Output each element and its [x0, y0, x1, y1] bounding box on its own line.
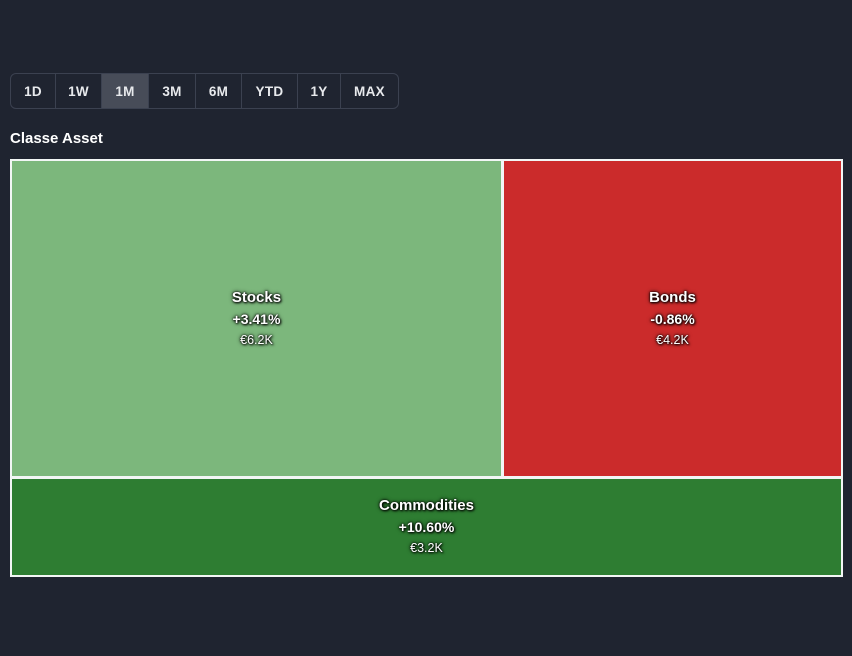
- section-title: Classe Asset: [10, 130, 103, 147]
- treemap-tile-bonds[interactable]: Bonds -0.86% €4.2K: [503, 161, 841, 476]
- tile-value: €3.2K: [410, 541, 443, 556]
- timeframe-button-1m[interactable]: 1M: [102, 74, 149, 108]
- timeframe-button-6m[interactable]: 6M: [196, 74, 242, 108]
- timeframe-selector: 1D 1W 1M 3M 6M YTD 1Y MAX: [10, 73, 399, 109]
- tile-change: +10.60%: [398, 519, 455, 536]
- timeframe-button-ytd[interactable]: YTD: [242, 74, 298, 108]
- timeframe-button-3m[interactable]: 3M: [149, 74, 196, 108]
- treemap-bottom-row: Commodities +10.60% €3.2K: [12, 478, 841, 575]
- tile-change: +3.41%: [232, 310, 281, 327]
- treemap-tile-commodities[interactable]: Commodities +10.60% €3.2K: [12, 478, 841, 575]
- timeframe-button-1y[interactable]: 1Y: [298, 74, 341, 108]
- tile-label: Commodities: [378, 497, 474, 515]
- timeframe-button-1d[interactable]: 1D: [11, 74, 56, 108]
- asset-class-treemap: Stocks +3.41% €6.2K Bonds -0.86% €4.2K C…: [10, 159, 843, 577]
- treemap-top-row: Stocks +3.41% €6.2K Bonds -0.86% €4.2K: [12, 161, 841, 476]
- tile-change: -0.86%: [650, 310, 695, 327]
- tile-label: Bonds: [649, 288, 696, 306]
- tile-value: €6.2K: [240, 332, 273, 347]
- timeframe-button-1w[interactable]: 1W: [56, 74, 102, 108]
- treemap-tile-stocks[interactable]: Stocks +3.41% €6.2K: [12, 161, 501, 476]
- timeframe-button-max[interactable]: MAX: [341, 74, 398, 108]
- tile-value: €4.2K: [656, 332, 689, 347]
- tile-label: Stocks: [231, 288, 282, 306]
